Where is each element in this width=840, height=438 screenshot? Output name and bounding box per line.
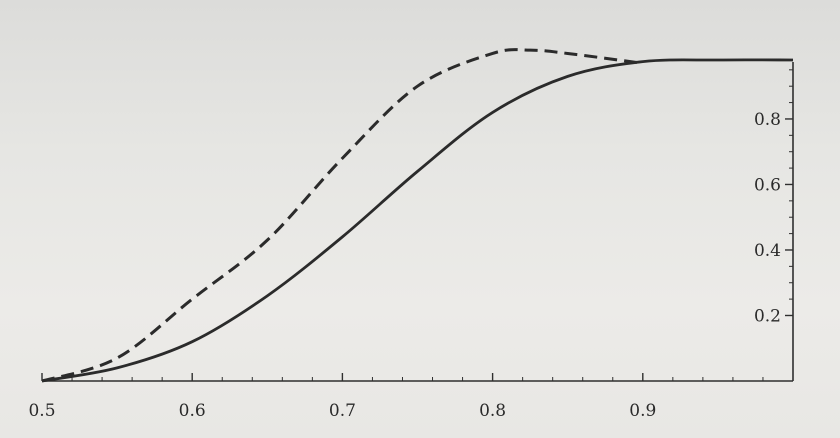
- solid-series-line: [41, 58, 794, 383]
- x-tick-label: 0.8: [479, 401, 506, 421]
- dashed-series-line: [41, 48, 643, 383]
- x-tick-label: 0.9: [629, 401, 656, 421]
- axes: [42, 62, 794, 382]
- x-tick-label: 0.6: [179, 401, 206, 421]
- y-tick-label: 0.4: [754, 241, 781, 261]
- y-tick-label: 0.2: [754, 306, 781, 326]
- y-tick-label: 0.8: [754, 110, 781, 130]
- y-axis-ticks: 0.2 0.4 0.6 0.8: [754, 69, 793, 326]
- x-tick-label: 0.5: [28, 401, 55, 421]
- x-tick-label: 0.7: [329, 401, 356, 421]
- x-axis-ticks: 0.5 0.6 0.7 0.8 0.9: [28, 373, 764, 421]
- series-layer: [41, 48, 794, 383]
- y-tick-label: 0.6: [754, 175, 781, 195]
